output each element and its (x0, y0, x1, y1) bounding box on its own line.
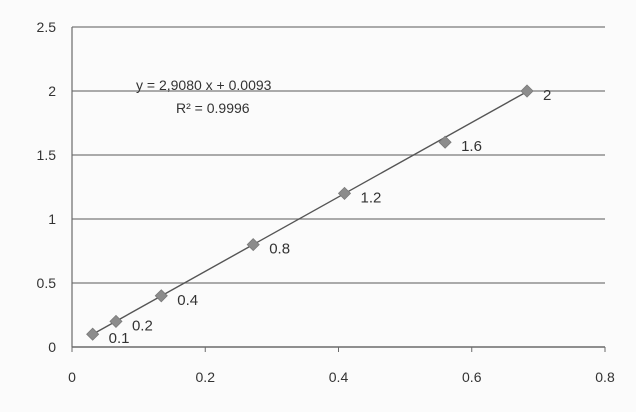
y-tick-label: 2 (48, 83, 56, 99)
x-tick-label: 0.8 (595, 369, 615, 385)
data-label: 1.6 (461, 138, 482, 155)
data-point (438, 135, 452, 149)
trendline-r-squared: R² = 0.9996 (176, 100, 250, 116)
x-tick-label: 0.4 (329, 369, 349, 385)
data-label: 0.2 (132, 317, 153, 334)
y-tick-label: 2.5 (37, 19, 57, 35)
x-tick-label: 0 (68, 369, 76, 385)
y-tick-label: 1.5 (37, 147, 57, 163)
y-tick-label: 1 (48, 211, 56, 227)
x-tick-label: 0.2 (196, 369, 216, 385)
data-point (520, 84, 534, 98)
tick-labels: 0 0.5 1 1.5 2 2.5 0 0.2 0.4 0.6 0.8 (37, 19, 615, 385)
x-tick-label: 0.6 (462, 369, 482, 385)
data-label: 2 (543, 87, 551, 104)
data-labels: 0.10.2 0.4 0.8 1.2 1.6 2 (109, 87, 552, 347)
data-label: 0.1 (109, 330, 130, 347)
axes (71, 27, 606, 352)
data-label: 0.4 (177, 292, 198, 309)
data-label: 1.2 (360, 189, 381, 206)
data-point (86, 327, 100, 341)
data-label: 0.8 (269, 241, 290, 258)
trendline-equation: y = 2,9080 x + 0.0093 (136, 77, 272, 93)
y-tick-label: 0.5 (37, 275, 57, 291)
data-point (109, 314, 123, 328)
data-point (246, 238, 260, 252)
data-points (86, 84, 534, 341)
data-point (337, 186, 352, 200)
data-point (154, 289, 168, 303)
gridlines (72, 26, 605, 284)
y-tick-label: 0 (48, 339, 56, 355)
